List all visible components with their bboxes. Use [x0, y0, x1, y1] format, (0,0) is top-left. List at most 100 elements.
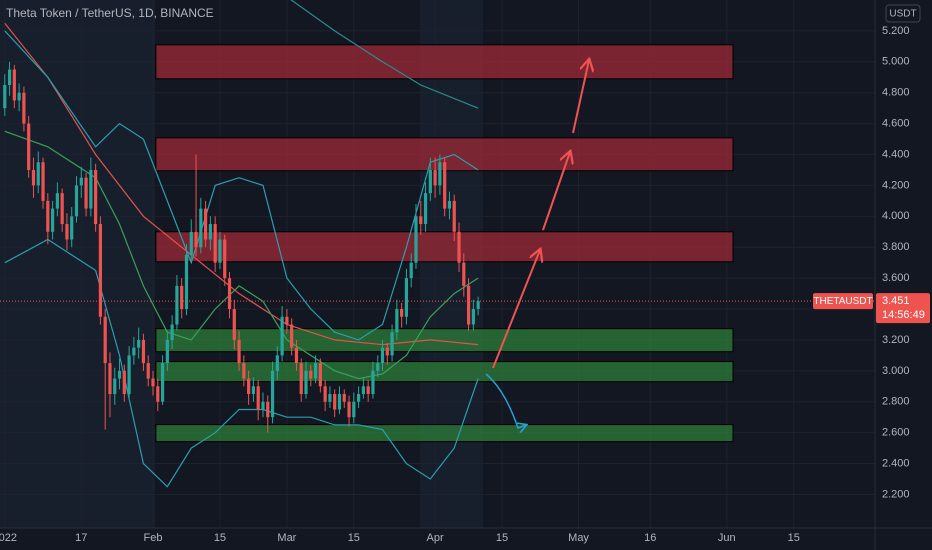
- candle-body: [333, 394, 337, 410]
- candle-body: [328, 394, 332, 402]
- candle-body: [376, 363, 380, 371]
- price-tag: THETAUSDT 3.451 14:56:49: [813, 293, 930, 324]
- candle-body: [447, 200, 452, 209]
- candle-body: [156, 386, 160, 402]
- arrow: [492, 250, 540, 369]
- candle-body: [261, 401, 265, 410]
- candle-body: [17, 92, 21, 101]
- candle-body: [103, 316, 107, 364]
- candle-body: [438, 162, 442, 186]
- y-tick-label: 2.600: [882, 427, 910, 439]
- candle-body: [256, 386, 260, 410]
- y-tick-label: 2.200: [882, 488, 910, 500]
- zone: [155, 424, 734, 443]
- x-tick-label: May: [568, 532, 589, 544]
- candle-body: [414, 216, 418, 263]
- zone: [155, 328, 734, 353]
- x-tick-label: 15: [214, 532, 226, 544]
- candle-body: [127, 355, 131, 395]
- y-tick-label: 5.200: [882, 25, 910, 37]
- candle-body: [146, 363, 150, 379]
- candle-body: [462, 262, 466, 286]
- candle-body: [266, 401, 270, 418]
- plot-area: [0, 0, 875, 488]
- candle-body: [122, 370, 126, 395]
- candle-body: [313, 363, 318, 379]
- candle-body: [290, 324, 294, 348]
- candle-body: [31, 169, 36, 186]
- candle-body: [395, 309, 399, 333]
- zone: [155, 231, 734, 263]
- y-tick-label: 3.200: [882, 334, 910, 346]
- candle-body: [385, 347, 389, 356]
- candle-body: [223, 239, 227, 279]
- candle-body: [409, 262, 413, 279]
- candle-body: [309, 370, 313, 379]
- candle-body: [70, 216, 74, 240]
- y-tick-label: 5.000: [882, 56, 910, 68]
- candle-body: [428, 169, 432, 194]
- symbol-label: THETAUSDT: [813, 296, 872, 307]
- candle-body: [180, 285, 184, 310]
- candle-body: [98, 224, 103, 317]
- zone: [155, 44, 734, 80]
- candle-body: [366, 386, 370, 395]
- candle-body: [371, 370, 375, 395]
- drawings: [485, 60, 589, 428]
- candle-body: [189, 231, 193, 255]
- y-tick-label: 3.600: [882, 272, 910, 284]
- currency-button[interactable]: [885, 4, 921, 23]
- candle-body: [361, 386, 365, 395]
- x-tick-label: 15: [496, 532, 508, 544]
- x-tick-label: Mar: [277, 532, 296, 544]
- y-tick-label: 4.200: [882, 179, 910, 191]
- candle-body: [457, 231, 461, 263]
- candle-body: [242, 363, 246, 379]
- candle-body: [352, 401, 356, 418]
- y-tick-label: 2.800: [882, 396, 910, 408]
- candle-body: [294, 347, 299, 364]
- candle-body: [79, 177, 83, 186]
- candle-body: [41, 162, 45, 201]
- candle-body: [89, 169, 93, 209]
- candle-body: [184, 254, 189, 310]
- candle-body: [390, 332, 394, 356]
- y-tick-label: 4.400: [882, 148, 910, 160]
- symbol-tag: [813, 293, 873, 310]
- candle-body: [323, 386, 327, 402]
- candle-body: [433, 169, 437, 186]
- candle-body: [199, 208, 203, 248]
- y-tick-label: 4.800: [882, 87, 910, 99]
- indicator-line: [4, 30, 479, 341]
- candle-body: [36, 162, 40, 186]
- y-tick-label: 4.600: [882, 118, 910, 130]
- indicator-line: [290, 0, 479, 109]
- candle-body: [22, 92, 26, 124]
- indicator-line: [4, 22, 479, 346]
- y-tick-label: 2.400: [882, 457, 910, 469]
- chart-title: Theta Token / TetherUS, 1D, BINANCE: [6, 6, 214, 20]
- currency-label[interactable]: USDT: [889, 9, 916, 20]
- candle-body: [151, 378, 155, 387]
- candle-body: [304, 370, 308, 395]
- candle-body: [113, 378, 117, 395]
- candle-body: [218, 239, 222, 263]
- x-tick-label: 15: [348, 532, 360, 544]
- candle-body: [380, 347, 385, 364]
- candle-body: [84, 177, 88, 209]
- candle-body: [347, 401, 351, 418]
- candle-body: [108, 363, 112, 395]
- candle-body: [46, 200, 50, 232]
- candle-body: [466, 285, 471, 325]
- candle-body: [237, 339, 241, 364]
- candle-body: [208, 224, 212, 240]
- candle-body: [170, 324, 174, 340]
- candle-body: [117, 370, 122, 379]
- candle-body: [27, 123, 31, 170]
- candle-body: [7, 69, 12, 85]
- candle-body: [60, 193, 64, 225]
- y-tick-label: 3.000: [882, 365, 910, 377]
- candle-body: [318, 363, 322, 387]
- candle-body: [419, 216, 423, 225]
- last-price-label: 3.451: [882, 295, 910, 307]
